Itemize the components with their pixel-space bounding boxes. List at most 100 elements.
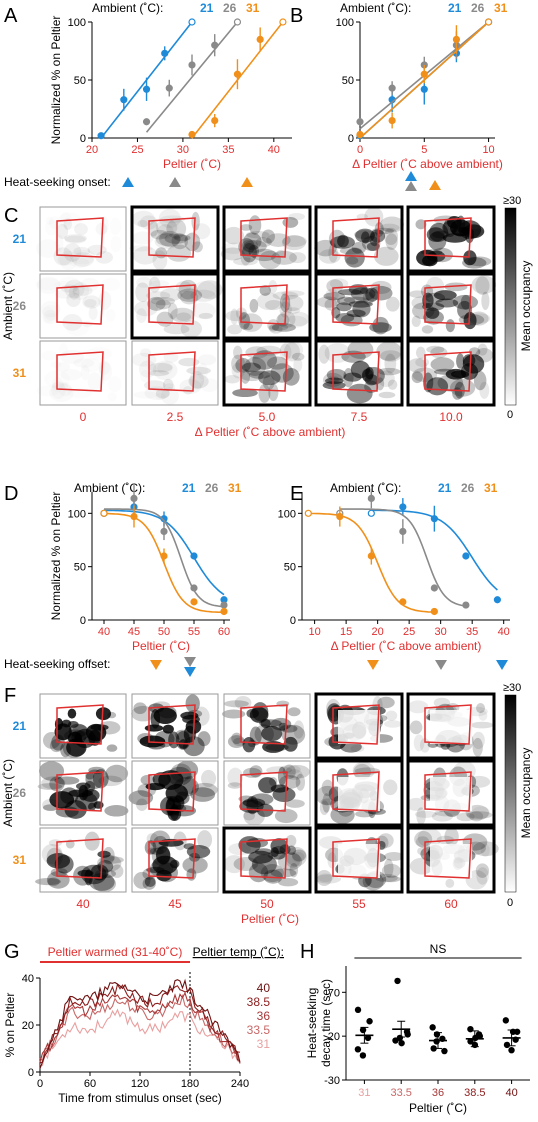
y-tick-label: 100 <box>68 508 86 520</box>
occupancy-blob <box>82 295 101 309</box>
occupancy-blob <box>411 371 423 384</box>
cell-frame <box>222 826 312 894</box>
data-point <box>392 1037 399 1044</box>
y-tick-label: 70 <box>328 987 340 999</box>
offset-marker-26 <box>184 657 196 667</box>
occupancy-blob <box>369 322 392 333</box>
y-axis-label: Heat-seeking <box>305 988 319 1059</box>
occupancy-blob <box>383 227 398 246</box>
occupancy-blob <box>243 232 262 251</box>
occupancy-blob <box>350 287 376 301</box>
occupancy-blob <box>254 848 273 856</box>
cell-frame <box>223 760 311 826</box>
heatmap-cell <box>128 760 219 826</box>
occupancy-blob <box>270 868 297 878</box>
cell-background <box>40 207 126 271</box>
occupancy-blob <box>81 789 100 802</box>
column-label-7.5: 7.5 <box>351 410 368 424</box>
occupancy-blob <box>434 809 459 817</box>
occupancy-blob <box>64 279 85 299</box>
peltier-outline <box>424 838 472 879</box>
occupancy-blob <box>285 834 297 848</box>
occupancy-blob <box>186 366 211 375</box>
onset-markers <box>122 171 441 191</box>
occupancy-blob <box>268 776 278 787</box>
occupancy-blob <box>457 300 473 319</box>
x-tick-label: 50 <box>158 626 170 638</box>
occupancy-blob <box>166 244 192 262</box>
data-point <box>398 1039 405 1047</box>
occupancy-blob <box>176 760 199 779</box>
occupancy-blob <box>249 707 269 723</box>
occupancy-blob <box>76 782 91 790</box>
data-point-26 <box>130 494 138 502</box>
data-point-31 <box>356 130 364 139</box>
occupancy-blob <box>407 700 429 714</box>
occupancy-blob <box>133 391 157 398</box>
occupancy-blob <box>73 246 91 256</box>
occupancy-blob <box>286 845 297 856</box>
data-point-21 <box>493 596 501 604</box>
occupancy-blob <box>167 302 178 320</box>
occupancy-blob <box>82 321 93 327</box>
occupancy-blob <box>462 354 485 374</box>
data-point <box>433 1038 440 1045</box>
data-point-21 <box>462 552 470 560</box>
occupancy-blob <box>63 243 82 262</box>
occupancy-blob <box>234 695 252 710</box>
occupancy-blob <box>268 280 278 294</box>
data-point-26 <box>142 118 151 126</box>
occupancy-blob <box>248 850 273 864</box>
occupancy-blob <box>132 246 158 265</box>
occupancy-blob <box>282 764 296 780</box>
occupancy-blob <box>409 720 423 735</box>
occupancy-blob <box>293 720 305 739</box>
occupancy-blob <box>289 863 299 878</box>
occupancy-blob <box>415 346 426 359</box>
occupancy-blob <box>348 300 373 308</box>
peltier-clear-zone <box>338 777 380 811</box>
occupancy-blob <box>198 312 213 320</box>
x-tick-label: 5 <box>421 144 427 156</box>
row-label-31: 31 <box>13 366 27 380</box>
peltier-outline <box>56 351 104 392</box>
occupancy-blob <box>292 849 307 862</box>
heatmap-cell <box>314 205 404 273</box>
occupancy-blob <box>277 852 303 871</box>
occupancy-blob <box>66 292 81 308</box>
panel-letter-b: B <box>290 5 303 27</box>
peltier-outline <box>148 704 196 745</box>
occupancy-blob <box>222 709 246 719</box>
occupancy-blob <box>450 219 472 237</box>
ambient-legend-21: 21 <box>200 1 214 15</box>
occupancy-blob <box>325 377 344 385</box>
heatmap-cell <box>314 339 404 407</box>
occupancy-blob <box>366 242 380 251</box>
occupancy-blob <box>385 296 400 312</box>
occupancy-blob <box>379 223 400 232</box>
data-point-31 <box>304 509 312 517</box>
x-tick-label: 35 <box>466 626 478 638</box>
occupancy-blob <box>267 319 280 332</box>
occupancy-blob <box>131 352 157 367</box>
peltier-outline <box>56 217 104 258</box>
occupancy-blob <box>135 282 150 303</box>
heatmap-cell <box>39 340 127 406</box>
panel-letter-d: D <box>4 483 18 505</box>
legend-entry-36: 36 <box>257 1009 271 1023</box>
y-tick-label: 100 <box>68 17 86 29</box>
x-tick-label: 40 <box>505 1087 517 1099</box>
data-point-26 <box>165 84 173 92</box>
heatmap-cell <box>406 205 496 273</box>
occupancy-blob <box>329 235 355 249</box>
data-point-21 <box>430 515 438 523</box>
data-point-31 <box>188 130 196 139</box>
occupancy-blob <box>291 851 305 863</box>
x-tick-label: 45 <box>128 626 140 638</box>
occupancy-blob <box>182 856 208 874</box>
x-tick-label: 40 <box>268 144 280 156</box>
occupancy-blob <box>286 769 303 781</box>
occupancy-blob <box>191 302 216 319</box>
occupancy-blob <box>351 241 367 254</box>
